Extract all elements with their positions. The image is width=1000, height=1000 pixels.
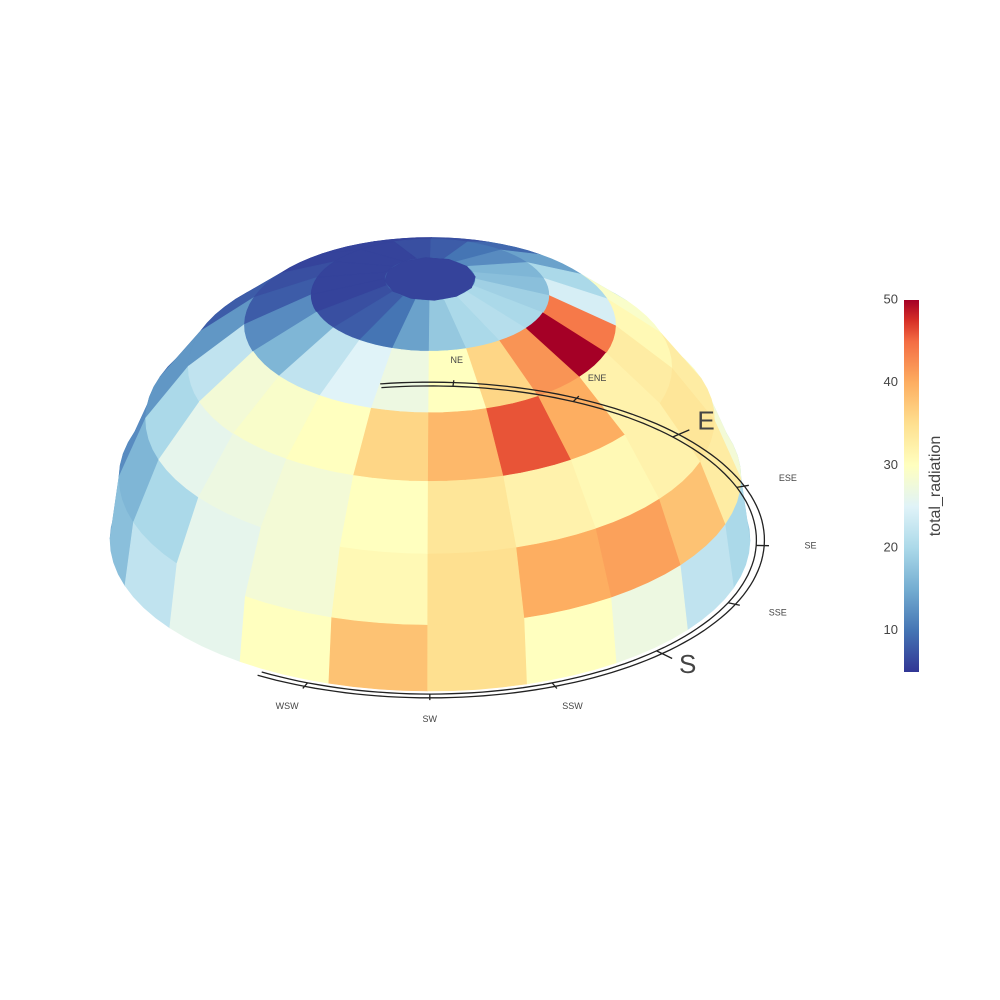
ring-5-patch-12 [310,271,388,296]
colorbar-tick-20: 20 [884,539,898,554]
colorbar-tick-10: 10 [884,622,898,637]
compass-label-ssw: SSW [562,701,583,711]
compass-tick-s [656,650,673,660]
colorbar-tick-30: 30 [884,457,898,472]
compass-tick-e [672,429,690,438]
compass-tick-ene [572,395,580,403]
compass-label-ese: ESE [779,473,797,483]
ring-5-patch-13 [316,261,395,278]
ring-0-patch-7 [328,616,429,692]
compass-tick-ssw [551,682,558,689]
colorbar-title: total_radiation [927,436,944,537]
compass-tick-wsw [302,682,309,689]
compass-ring: NE ENE E ESE SE SSE S SSW SW WSW [257,355,817,724]
compass-label-ne: NE [451,355,464,365]
ring-3-patch-10 [198,351,280,435]
compass-ring-line-1 [257,381,766,699]
compass-label-ene: ENE [588,373,607,383]
compass-ring-line-0 [261,385,758,695]
ring-5-patch-11 [310,278,388,313]
ring-2-patch-6 [427,475,517,554]
ring-1-patch-6 [427,546,525,625]
ring-0-patch-6 [427,617,527,692]
ring-2-patch-9 [198,433,287,528]
compass-tick-ese [736,484,749,489]
compass-label-e: E [697,406,714,436]
ring-2-patch-7 [339,475,429,554]
compass-label-se: SE [805,541,817,551]
compass-tick-sse [727,602,740,606]
colorbar-tick-40: 40 [884,374,898,389]
ring-1-patch-7 [331,546,429,625]
cap-patch [384,257,476,301]
colorbar-gradient [904,300,919,672]
compass-label-sw: SW [423,714,438,724]
colorbar-tick-50: 50 [884,291,898,306]
dome-patches [109,237,751,692]
compass-tick-ne [452,380,455,387]
ring-2-patch-8 [260,458,354,547]
colorbar-ticks: 10 20 30 40 50 [884,291,898,637]
compass-label-wsw: WSW [276,701,299,711]
compass-label-s: S [679,649,696,679]
compass-label-sse: SSE [769,608,787,618]
colorbar: 10 20 30 40 50 total_radiation [884,291,944,672]
